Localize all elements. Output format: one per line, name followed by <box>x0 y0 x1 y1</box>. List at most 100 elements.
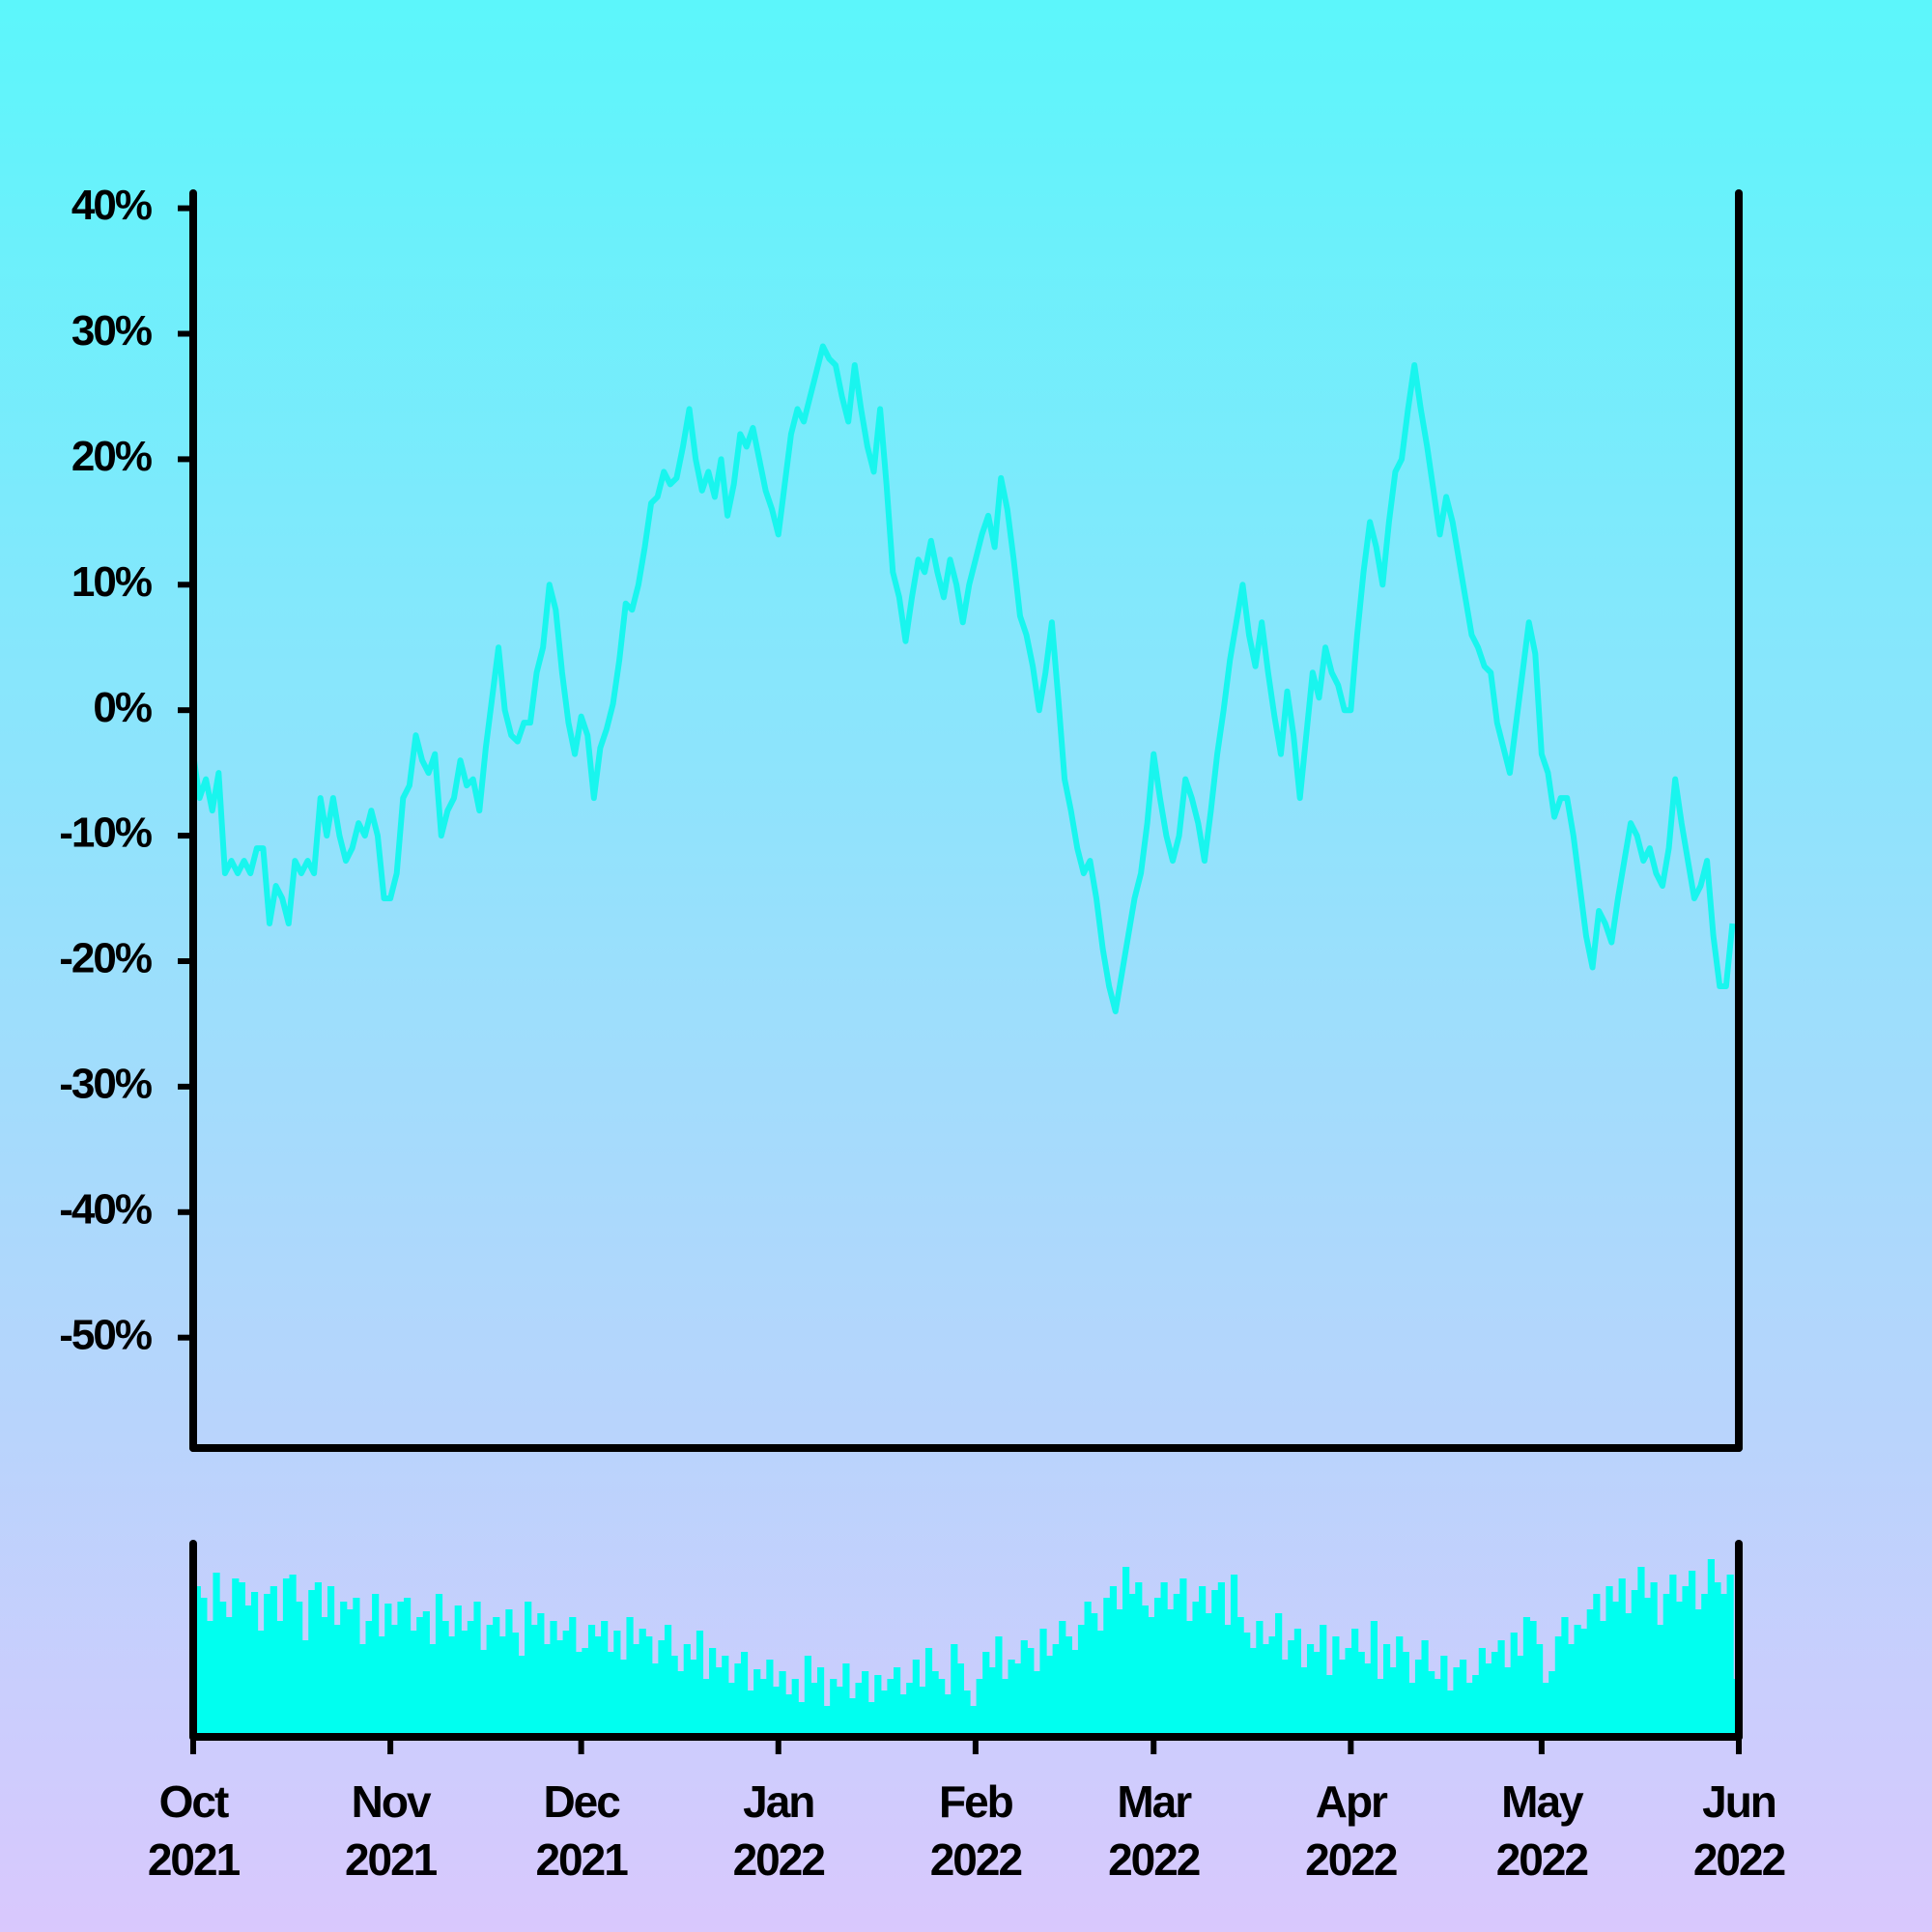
x-tick-label: Oct 2021 <box>148 1776 241 1885</box>
volume-bar <box>1148 1617 1155 1737</box>
volume-bar <box>772 1687 781 1737</box>
y-tick-label: 20% <box>71 433 152 480</box>
volume-bar <box>1465 1683 1473 1737</box>
volume-bar <box>276 1621 284 1737</box>
volume-bar <box>976 1679 983 1737</box>
volume-bar <box>543 1644 552 1737</box>
volume-bar <box>556 1640 564 1737</box>
volume-bar <box>722 1656 729 1737</box>
volume-bar <box>537 1613 545 1737</box>
volume-bar <box>1224 1625 1232 1737</box>
volume-bar <box>441 1621 449 1737</box>
volume-bar <box>1046 1656 1054 1737</box>
volume-bar <box>270 1586 277 1737</box>
volume-bar <box>1275 1613 1283 1737</box>
volume-bar <box>1116 1609 1123 1737</box>
volume-bar <box>1020 1640 1028 1737</box>
volume-bar <box>906 1683 914 1737</box>
volume-bar <box>651 1663 659 1737</box>
volume-bar <box>346 1609 354 1737</box>
volume-bar <box>912 1660 920 1737</box>
volume-bar <box>384 1604 392 1737</box>
volume-bar <box>1599 1621 1607 1737</box>
volume-bar <box>193 1586 201 1737</box>
x-tick-label-line: Nov <box>352 1776 432 1827</box>
volume-bar <box>225 1617 233 1737</box>
volume-bar <box>1593 1594 1601 1737</box>
volume-bar <box>1338 1660 1347 1737</box>
volume-bar <box>1554 1636 1562 1737</box>
volume-bar <box>1332 1636 1340 1737</box>
volume-bar <box>855 1683 863 1737</box>
volume-bar <box>823 1706 831 1737</box>
volume-bar <box>670 1656 678 1737</box>
volume-bar <box>862 1671 869 1737</box>
volume-bar <box>301 1640 309 1737</box>
volume-bar <box>1052 1644 1060 1737</box>
volume-bar <box>1071 1650 1079 1737</box>
volume-bar <box>842 1663 850 1737</box>
x-tick-label: Apr 2022 <box>1305 1776 1397 1885</box>
volume-bar <box>951 1644 958 1737</box>
volume-bar <box>1160 1582 1168 1737</box>
volume-bar <box>1414 1660 1423 1737</box>
volume-bar <box>333 1625 341 1737</box>
volume-bar <box>1434 1679 1441 1737</box>
volume-bar <box>1446 1690 1455 1737</box>
volume-bar <box>683 1644 691 1737</box>
volume-bar <box>867 1702 875 1737</box>
volume-bar <box>1288 1640 1295 1737</box>
volume-bar <box>467 1621 475 1737</box>
volume-bar <box>1517 1656 1524 1737</box>
x-tick-label-line: Jan <box>743 1776 813 1827</box>
volume-bar <box>562 1631 570 1737</box>
volume-bar <box>848 1698 857 1737</box>
volume-bar <box>702 1679 710 1737</box>
volume-bar <box>1173 1594 1180 1737</box>
y-tick-label: 30% <box>71 307 152 355</box>
volume-bar <box>639 1629 646 1737</box>
volume-bar <box>1522 1617 1531 1737</box>
volume-bar <box>1293 1629 1301 1737</box>
x-tick-label-line: 2021 <box>148 1834 241 1885</box>
y-tick-label: -10% <box>59 810 152 857</box>
volume-bar <box>1459 1660 1467 1737</box>
volume-bar <box>289 1575 297 1737</box>
volume-bar <box>1179 1578 1187 1737</box>
volume-bar <box>1478 1648 1486 1737</box>
volume-bar <box>804 1656 811 1737</box>
volume-bar <box>372 1594 380 1737</box>
volume-bar <box>1625 1613 1633 1737</box>
y-tick-label: -30% <box>59 1061 152 1108</box>
volume-bar <box>753 1669 761 1737</box>
plot <box>190 343 1741 1737</box>
volume-bar <box>525 1602 532 1737</box>
volume-bar <box>410 1631 417 1737</box>
volume-bar <box>1377 1679 1384 1737</box>
y-tick-label: 0% <box>93 684 151 731</box>
volume-bar <box>1065 1636 1072 1737</box>
volume-bar <box>397 1602 405 1737</box>
volume-bar <box>956 1663 965 1737</box>
volume-bar <box>314 1582 322 1737</box>
volume-bar <box>321 1617 328 1737</box>
y-tick-label: -50% <box>59 1311 152 1358</box>
volume-bar <box>658 1640 666 1737</box>
x-tick-label-line: Feb <box>939 1776 1013 1827</box>
volume-bar <box>1217 1582 1225 1737</box>
volume-bar <box>982 1652 990 1737</box>
y-tick-label: -40% <box>59 1185 152 1233</box>
volume-bar <box>1580 1629 1588 1737</box>
volume-bar <box>1382 1644 1391 1737</box>
volume-bar <box>1529 1621 1537 1737</box>
volume-bar <box>1306 1644 1315 1737</box>
volume-bar <box>1281 1660 1289 1737</box>
volume-bar <box>1396 1636 1404 1737</box>
volume-bar <box>899 1694 907 1737</box>
volume-bar <box>830 1679 838 1737</box>
volume-bar <box>1567 1644 1576 1737</box>
volume-bar <box>416 1617 424 1737</box>
x-tick-label-line: Jun <box>1702 1776 1776 1827</box>
volume-bar <box>1561 1617 1569 1737</box>
